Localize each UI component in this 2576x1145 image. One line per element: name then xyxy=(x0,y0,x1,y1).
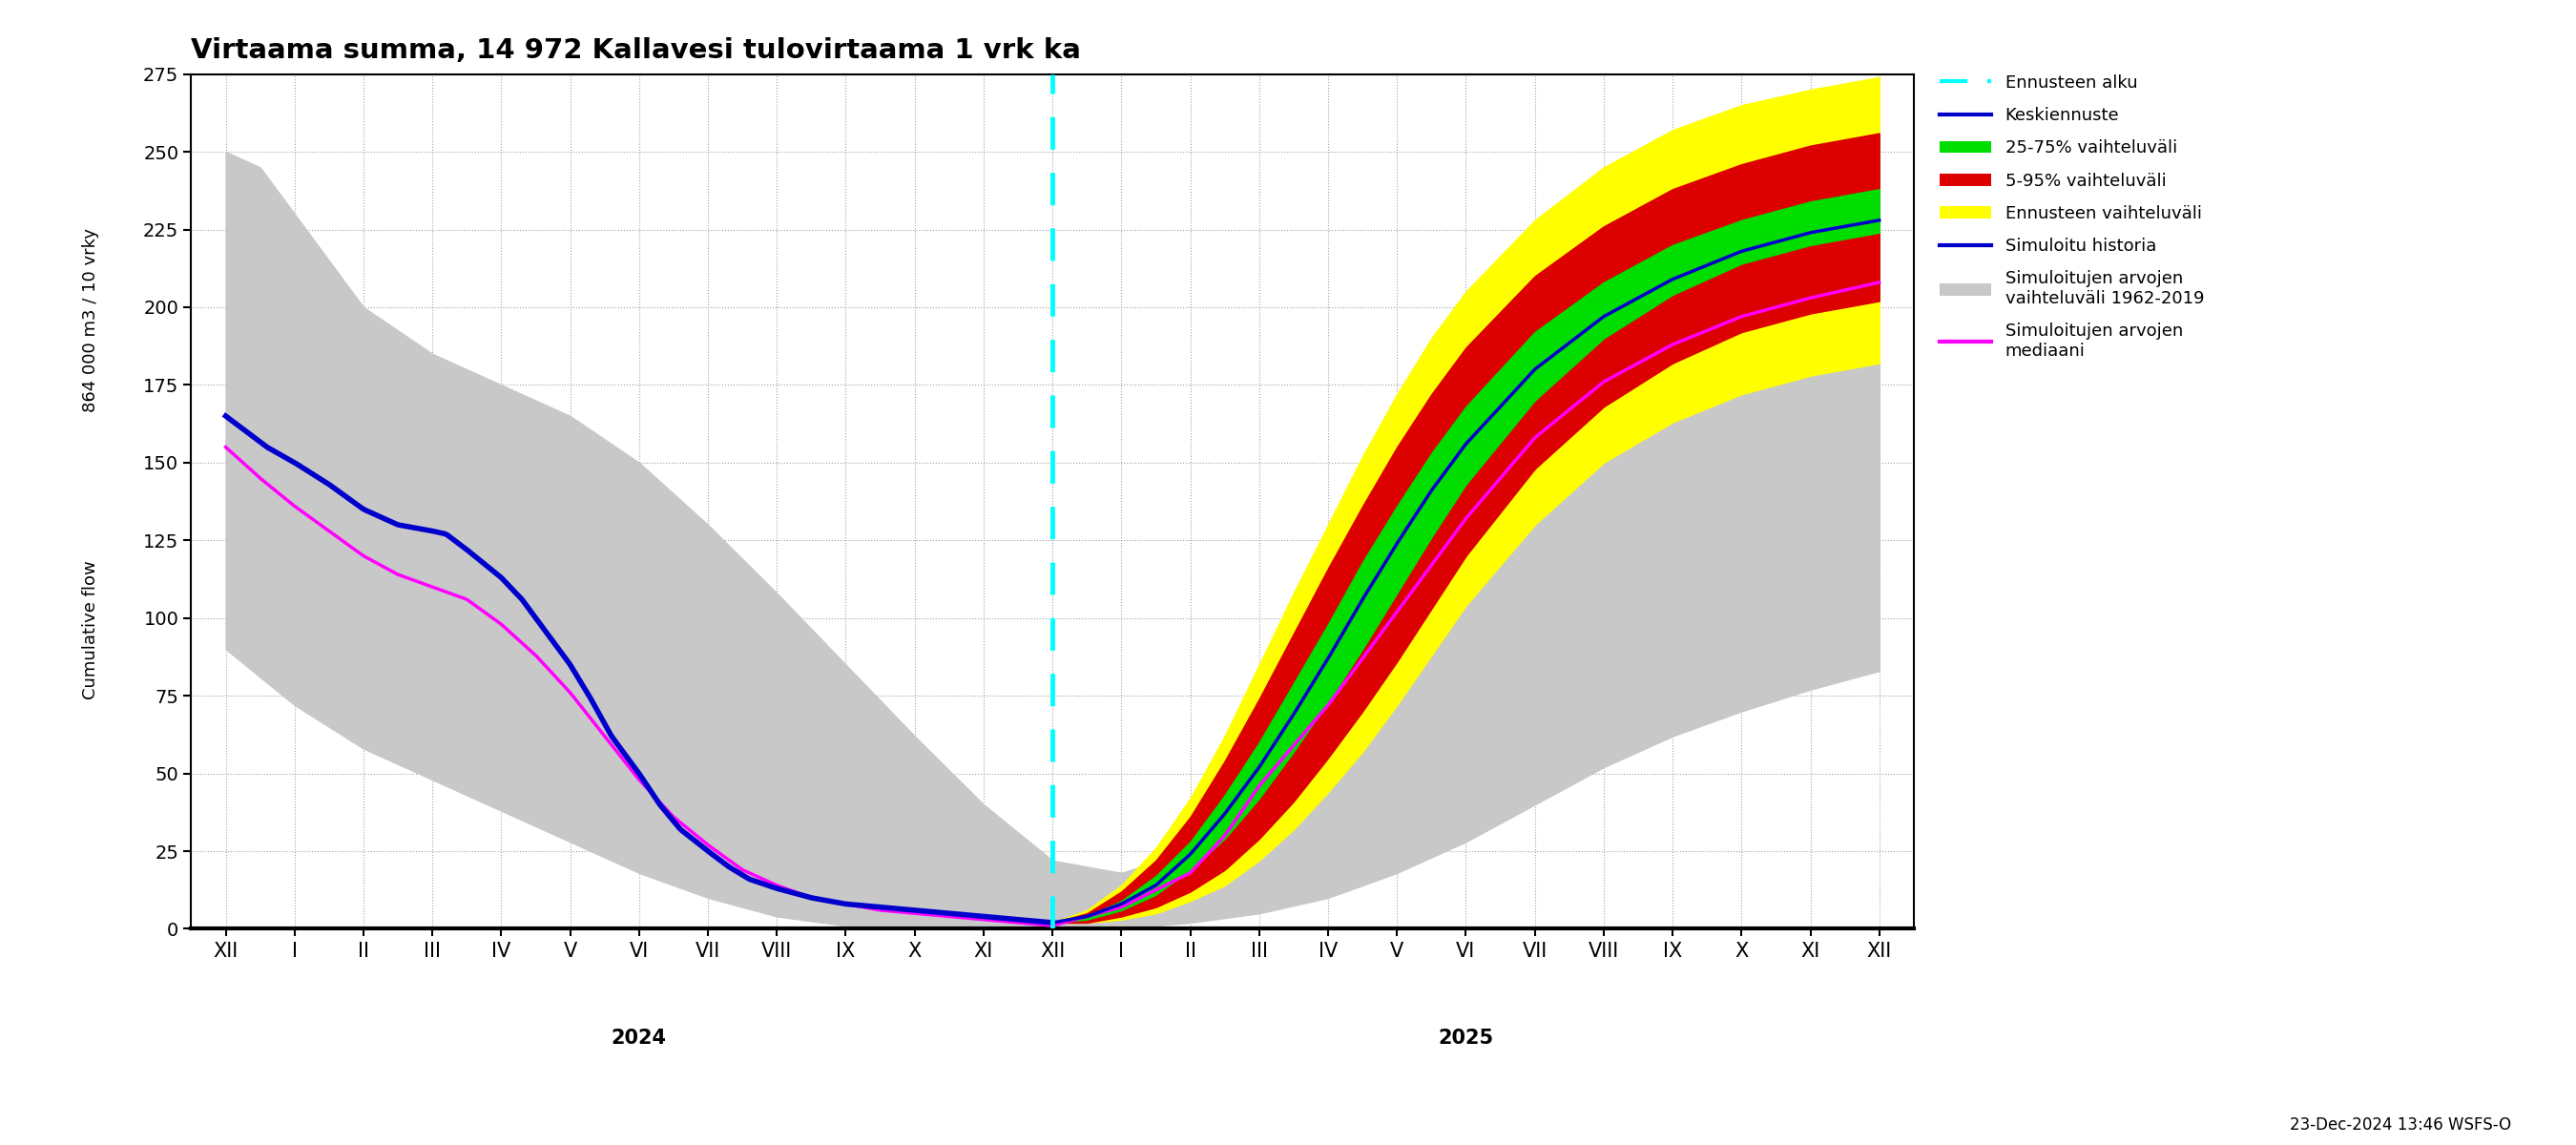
Legend: Ennusteen alku, Keskiennuste, 25-75% vaihteluväli, 5-95% vaihteluväli, Ennusteen: Ennusteen alku, Keskiennuste, 25-75% vai… xyxy=(1932,65,2213,369)
Text: Cumulative flow: Cumulative flow xyxy=(82,560,98,700)
Text: 2024: 2024 xyxy=(611,1028,667,1048)
Text: 2025: 2025 xyxy=(1437,1028,1494,1048)
Text: Virtaama summa, 14 972 Kallavesi tulovirtaama 1 vrk ka: Virtaama summa, 14 972 Kallavesi tulovir… xyxy=(191,37,1082,64)
Text: 864 000 m3 / 10 vrky: 864 000 m3 / 10 vrky xyxy=(82,229,98,412)
Text: 23-Dec-2024 13:46 WSFS-O: 23-Dec-2024 13:46 WSFS-O xyxy=(2290,1116,2512,1134)
